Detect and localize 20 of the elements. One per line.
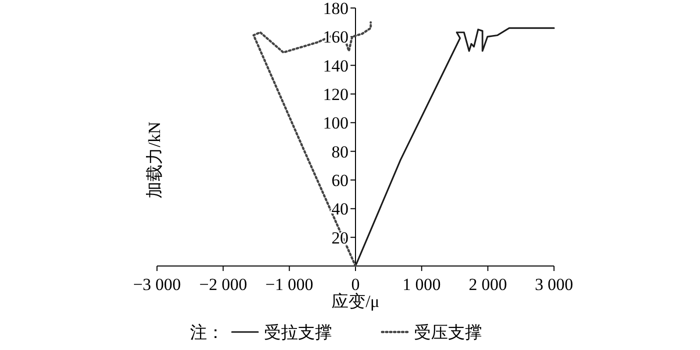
x-tick-label: 1 000 xyxy=(402,275,441,294)
y-tick-label: 120 xyxy=(323,85,348,104)
x-tick-label: −2 000 xyxy=(199,275,248,294)
y-tick-label: 80 xyxy=(332,142,348,162)
x-axis-title: 应变/μ xyxy=(332,292,380,311)
y-tick-label: 180 xyxy=(323,0,348,18)
legend-label: 受拉支撑 xyxy=(264,323,332,342)
y-tick-label: 20 xyxy=(332,228,348,248)
y-axis-title: 加载力/kN xyxy=(145,122,164,198)
y-tick-label: 100 xyxy=(323,114,348,133)
x-tick-label: 3 000 xyxy=(534,275,574,294)
legend-label: 受压支撑 xyxy=(414,323,482,342)
y-tick-label: 140 xyxy=(323,56,348,76)
y-tick-label: 60 xyxy=(332,171,348,190)
y-tick-label: 40 xyxy=(332,200,348,219)
x-tick-label: 0 xyxy=(351,275,360,294)
legend-title: 注： xyxy=(190,323,224,342)
x-tick-label: 2 000 xyxy=(468,275,507,294)
x-tick-label: −3 000 xyxy=(133,275,181,294)
x-tick-label: −1 000 xyxy=(265,275,314,294)
